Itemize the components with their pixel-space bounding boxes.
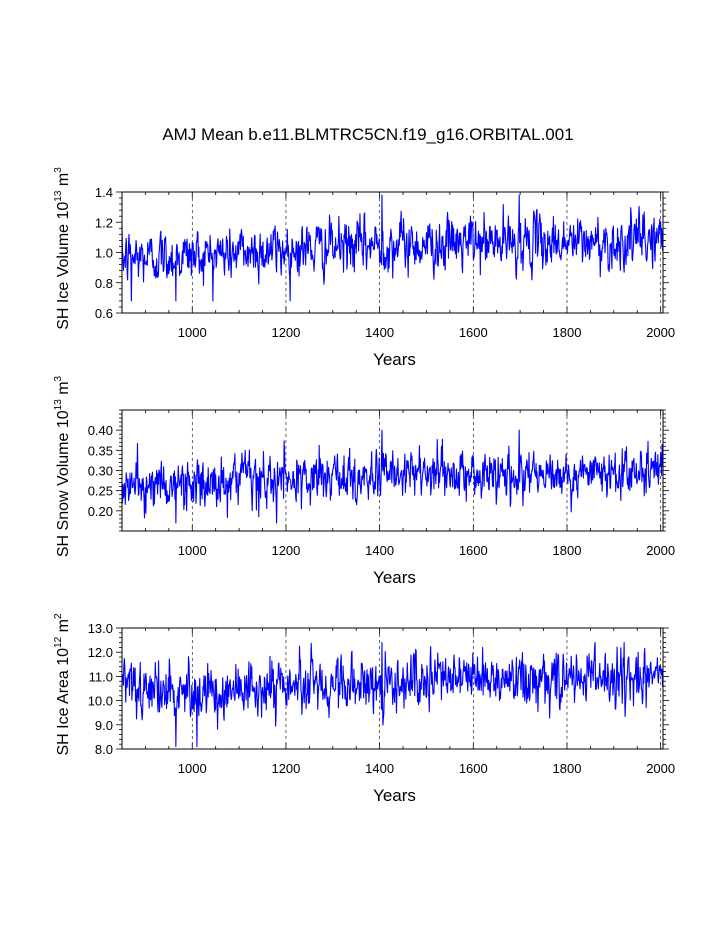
y-axis-label: SH Ice Area 1012 m2 [53,613,72,756]
y-tick-label: 1.0 [95,246,113,261]
y-tick-label: 1.4 [95,185,113,200]
y-tick-label: 11.0 [89,669,113,684]
x-tick-label: 2000 [646,325,675,340]
x-tick-label: 1000 [178,543,207,558]
x-tick-label: 1400 [365,325,394,340]
y-axis-label: SH Ice Volume 1013 m3 [53,167,72,330]
y-tick-label: 0.20 [88,504,113,519]
y-tick-label: 0.40 [88,423,113,438]
y-tick-label: 0.8 [95,276,113,291]
x-tick-label: 1200 [271,325,300,340]
y-tick-label: 9.0 [95,718,113,733]
chart-panel-3: 1000 1200 1400 1600 1800 2000 8.0 9.0 10.0 11.0 12… [53,613,675,805]
x-tick-label: 1800 [553,543,582,558]
y-axis-label: SH Snow Volume 1013 m3 [53,375,72,557]
y-tick-label: 10.0 [88,694,113,709]
panels-container: 1000 1200 1400 1600 1800 2000 0.6 0.8 1.0 1.2 1.4 Y… [53,167,675,805]
y-tick-label: 0.6 [95,306,113,321]
x-tick-label: 1600 [459,325,488,340]
x-tick-label: 2000 [646,761,675,776]
x-tick-label: 1000 [178,325,207,340]
y-tick-label: 0.30 [88,464,113,479]
y-tick-label: 13.0 [88,621,113,636]
x-tick-label: 1800 [553,325,582,340]
y-tick-label: 0.35 [88,443,113,458]
chart-panel-1: 1000 1200 1400 1600 1800 2000 0.6 0.8 1.0 1.2 1.4 Y… [53,167,675,369]
x-axis-label: Years [373,568,416,587]
x-tick-label: 1200 [271,543,300,558]
x-tick-label: 1200 [271,761,300,776]
series-line [121,194,664,302]
series-line [121,641,664,748]
x-tick-label: 1600 [459,761,488,776]
y-tick-label: 0.25 [88,484,113,499]
y-tick-label: 12.0 [88,645,113,660]
y-tick-label: 1.2 [95,215,113,230]
x-tick-label: 1600 [459,543,488,558]
series-line [121,429,664,524]
y-tick-label: 8.0 [95,742,113,757]
chart-panel-2: 1000 1200 1400 1600 1800 2000 0.20 0.25 0.30 0.35… [53,375,675,587]
x-tick-label: 1400 [365,761,394,776]
x-axis-label: Years [373,786,416,805]
x-tick-label: 2000 [646,543,675,558]
x-axis-label: Years [373,350,416,369]
x-tick-label: 1000 [178,761,207,776]
figure-title: AMJ Mean b.e11.BLMTRC5CN.f19_g16.ORBITAL… [162,125,573,144]
x-tick-label: 1800 [553,761,582,776]
x-tick-label: 1400 [365,543,394,558]
plot-frame [121,627,664,750]
